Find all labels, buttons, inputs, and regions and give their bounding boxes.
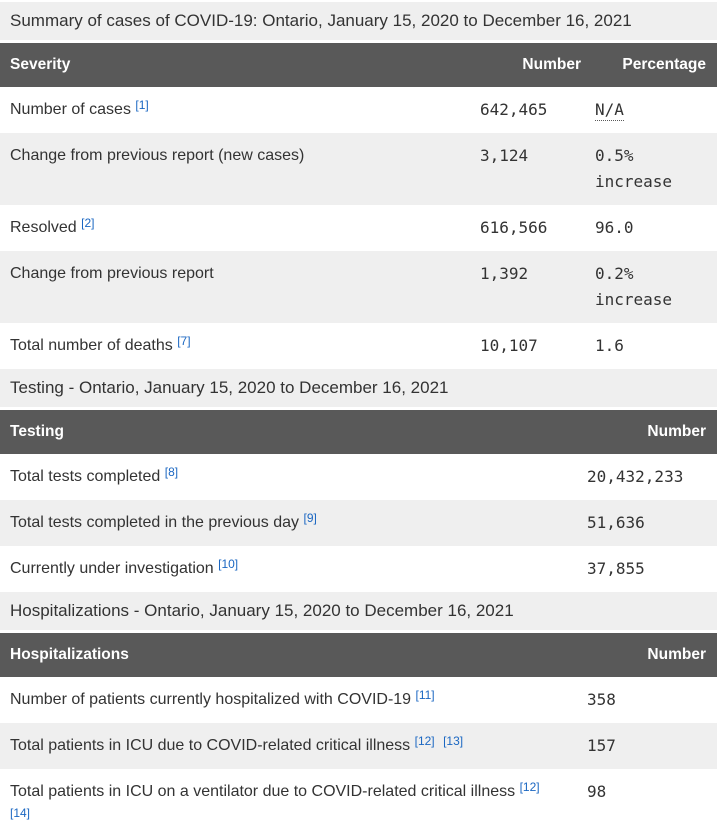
- testing-table-caption: Testing - Ontario, January 15, 2020 to D…: [0, 369, 717, 410]
- column-header-severity: Severity: [0, 43, 470, 87]
- severity-table-body: Number of cases [1] 642,465 N/A Change from…: [0, 87, 717, 369]
- row-percentage: 0.5% increase: [585, 133, 717, 205]
- row-percentage: 0.2% increase: [585, 251, 717, 323]
- hospitalizations-table-header-row: Hospitalizations Number: [0, 633, 717, 677]
- row-label-text: Total patients in ICU on a ventilator du…: [10, 783, 516, 800]
- row-label-text: Total tests completed: [10, 468, 161, 485]
- row-label: Total patients in ICU due to COVID-relat…: [0, 723, 577, 769]
- column-header-number: Number: [577, 410, 717, 454]
- row-number: 98: [587, 782, 607, 801]
- row-label: Total tests completed in the previous da…: [0, 500, 577, 546]
- testing-table-body: Total tests completed [8] 20,432,233 Total…: [0, 454, 717, 592]
- table-row: Currently under investigation [10] 37,855: [0, 546, 717, 592]
- footnote-link[interactable]: [10]: [218, 556, 239, 571]
- severity-table: Summary of cases of COVID-19: Ontario, J…: [0, 2, 717, 369]
- hospitalizations-table-body: Number of patients currently hospitalize…: [0, 677, 717, 826]
- row-label-text: Change from previous report: [10, 265, 214, 282]
- testing-table: Testing - Ontario, January 15, 2020 to D…: [0, 369, 717, 592]
- table-row: Total patients in ICU due to COVID-relat…: [0, 723, 717, 769]
- severity-table-caption: Summary of cases of COVID-19: Ontario, J…: [0, 2, 717, 43]
- row-number: 616,566: [480, 218, 548, 237]
- row-label: Change from previous report: [0, 251, 470, 323]
- table-row: Total tests completed [8] 20,432,233: [0, 454, 717, 500]
- severity-table-header-row: Severity Number Percentage: [0, 43, 717, 87]
- row-number: 51,636: [587, 513, 645, 532]
- table-row: Number of cases [1] 642,465 N/A: [0, 87, 717, 133]
- row-label-text: Total tests completed in the previous da…: [10, 514, 300, 531]
- footnote-link[interactable]: [8]: [164, 464, 179, 479]
- row-number: 10,107: [480, 336, 538, 355]
- row-label-text: Number of cases: [10, 101, 131, 118]
- footnote-link[interactable]: [9]: [303, 510, 317, 525]
- row-number: 20,432,233: [587, 467, 684, 486]
- percentage-value: 1.6: [595, 336, 624, 355]
- na-abbr: N/A: [595, 100, 624, 121]
- row-label-text: Number of patients currently hospitalize…: [10, 691, 412, 708]
- table-row: Change from previous report 1,392 0.2% incr…: [0, 251, 717, 323]
- column-header-number: Number: [470, 43, 585, 87]
- row-number: 358: [587, 690, 616, 709]
- row-label: Total number of deaths [7]: [0, 323, 470, 369]
- row-label-text: Total number of deaths: [10, 337, 173, 354]
- row-label: Currently under investigation [10]: [0, 546, 577, 592]
- row-percentage: N/A: [585, 87, 717, 133]
- row-label: Resolved [2]: [0, 205, 470, 251]
- row-label-text: Resolved: [10, 219, 77, 236]
- column-header-percentage: Percentage: [585, 43, 717, 87]
- row-label-text: Change from previous report (new cases): [10, 147, 305, 164]
- row-label-text: Total patients in ICU due to COVID-relat…: [10, 737, 411, 754]
- footnote-link[interactable]: [13]: [443, 733, 464, 748]
- row-number: 37,855: [587, 559, 645, 578]
- row-label: Number of patients currently hospitalize…: [0, 677, 577, 723]
- footnote-link[interactable]: [7]: [177, 333, 191, 348]
- row-label-text: Currently under investigation: [10, 560, 214, 577]
- row-number: 1,392: [480, 264, 529, 283]
- percentage-value: 0.5%: [595, 146, 634, 165]
- hospitalizations-table-caption: Hospitalizations - Ontario, January 15, …: [0, 592, 717, 633]
- table-row: Total patients in ICU on a ventilator du…: [0, 769, 717, 826]
- table-row: Total tests completed in the previous da…: [0, 500, 717, 546]
- percentage-value: 96.0: [595, 218, 634, 237]
- footnote-link[interactable]: [11]: [415, 687, 435, 702]
- row-label: Total patients in ICU on a ventilator du…: [0, 769, 577, 826]
- row-label: Total tests completed [8]: [0, 454, 577, 500]
- testing-table-header-row: Testing Number: [0, 410, 717, 454]
- row-number: 157: [587, 736, 616, 755]
- row-percentage: 96.0: [585, 205, 717, 251]
- footnote-link[interactable]: [12]: [414, 733, 435, 748]
- table-row: Number of patients currently hospitalize…: [0, 677, 717, 723]
- footnote-link[interactable]: [1]: [135, 97, 149, 112]
- footnote-link[interactable]: [2]: [81, 215, 95, 230]
- table-row: Total number of deaths [7] 10,107 1.6: [0, 323, 717, 369]
- row-number: 3,124: [480, 146, 529, 165]
- row-label: Change from previous report (new cases): [0, 133, 470, 205]
- footnote-link[interactable]: [14]: [10, 805, 31, 820]
- percentage-note: increase: [595, 172, 673, 191]
- table-row: Change from previous report (new cases) 3…: [0, 133, 717, 205]
- footnote-link[interactable]: [12]: [519, 779, 540, 794]
- row-label: Number of cases [1]: [0, 87, 470, 133]
- hospitalizations-table: Hospitalizations - Ontario, January 15, …: [0, 592, 717, 826]
- column-header-number: Number: [577, 633, 717, 677]
- row-percentage: 1.6: [585, 323, 717, 369]
- column-header-hospitalizations: Hospitalizations: [0, 633, 577, 677]
- percentage-value: 0.2%: [595, 264, 634, 283]
- table-row: Resolved [2] 616,566 96.0: [0, 205, 717, 251]
- row-number: 642,465: [480, 100, 548, 119]
- percentage-note: increase: [595, 290, 673, 309]
- column-header-testing: Testing: [0, 410, 577, 454]
